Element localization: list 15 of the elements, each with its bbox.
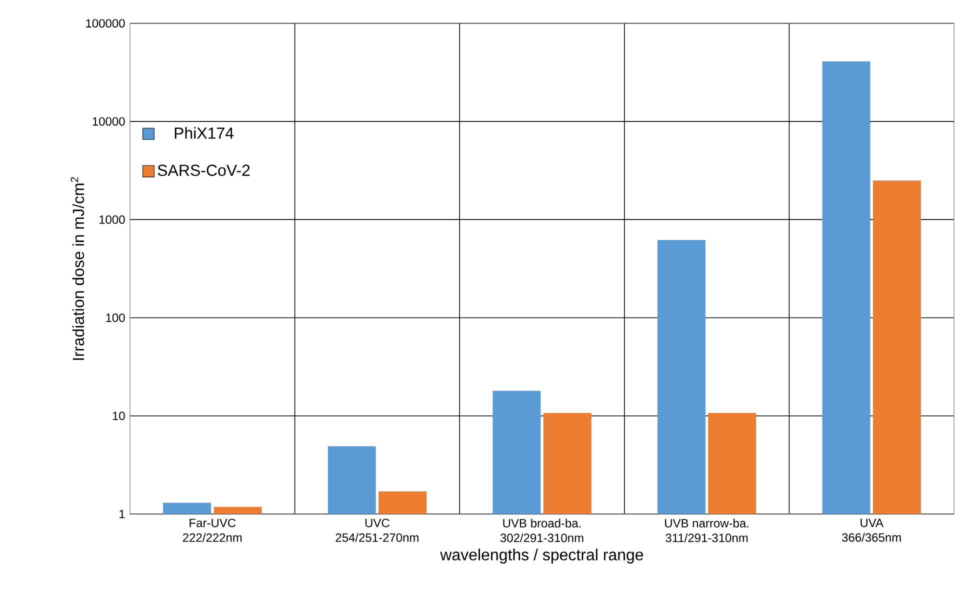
- x-tick-label: UVB broad-ba. 302/291-310nm: [500, 518, 584, 542]
- legend-label: PhiX174: [174, 127, 234, 139]
- x-tick-label: UVC 254/251-270nm: [336, 518, 418, 542]
- x-axis-title: wavelengths / spectral range: [440, 548, 644, 564]
- legend-label: SARS-CoV-2: [158, 164, 250, 176]
- y-tick-label: 10: [112, 412, 125, 420]
- y-tick-label: 1: [120, 510, 125, 518]
- y-tick-label: 100: [106, 313, 125, 322]
- y-axis-title: Irradiation dose in mJ/cm$^{2}$: [70, 177, 84, 360]
- x-tick-label: UVA 366/365nm: [842, 518, 901, 542]
- x-tick-label: Far-UVC 222/222nm: [182, 518, 242, 542]
- y-tick-label: 10000: [92, 117, 125, 126]
- y-tick-label: 100000: [86, 19, 125, 28]
- y-tick-label: 1000: [100, 215, 125, 224]
- x-tick-label: UVB narrow-ba. 311/291-310nm: [665, 518, 748, 542]
